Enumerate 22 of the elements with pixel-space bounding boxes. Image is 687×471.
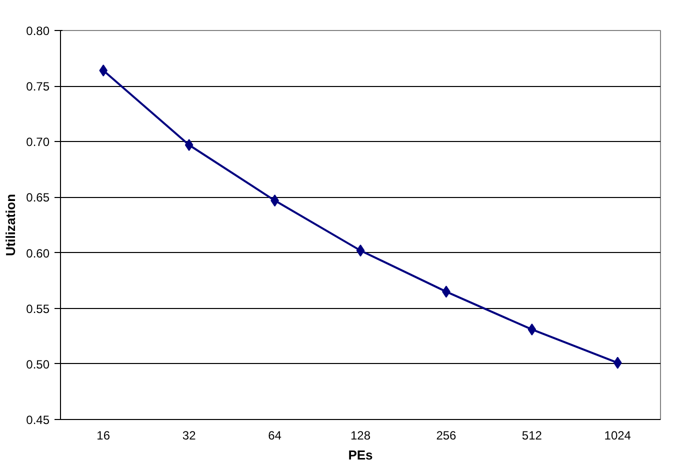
y-tick-label: 0.45 — [26, 413, 50, 427]
x-tick-label: 32 — [182, 428, 196, 442]
point — [613, 356, 622, 369]
point — [356, 244, 365, 257]
y-axis-title: Utilization — [3, 194, 18, 256]
point — [528, 323, 536, 336]
x-axis-title: PEs — [348, 448, 373, 462]
x-tick-label: 16 — [96, 428, 110, 442]
y-tick-label: 0.70 — [26, 135, 50, 150]
x-tick-label: 512 — [522, 428, 542, 442]
x-tick-label: 64 — [268, 428, 282, 442]
y-tick-label: 0.75 — [26, 80, 50, 94]
point — [184, 138, 194, 151]
point — [99, 64, 108, 77]
y-tick-label: 0.55 — [26, 302, 50, 316]
x-tick-label: 1024 — [604, 428, 632, 442]
y-tick-label: 0.65 — [26, 190, 50, 205]
x-tick-label: 128 — [350, 428, 371, 442]
y-tick-label: 0.50 — [26, 357, 50, 372]
x-tick-label: 256 — [436, 428, 457, 442]
y-tick-label: 0.60 — [26, 246, 50, 260]
y-tick-label: 0.80 — [26, 24, 50, 38]
